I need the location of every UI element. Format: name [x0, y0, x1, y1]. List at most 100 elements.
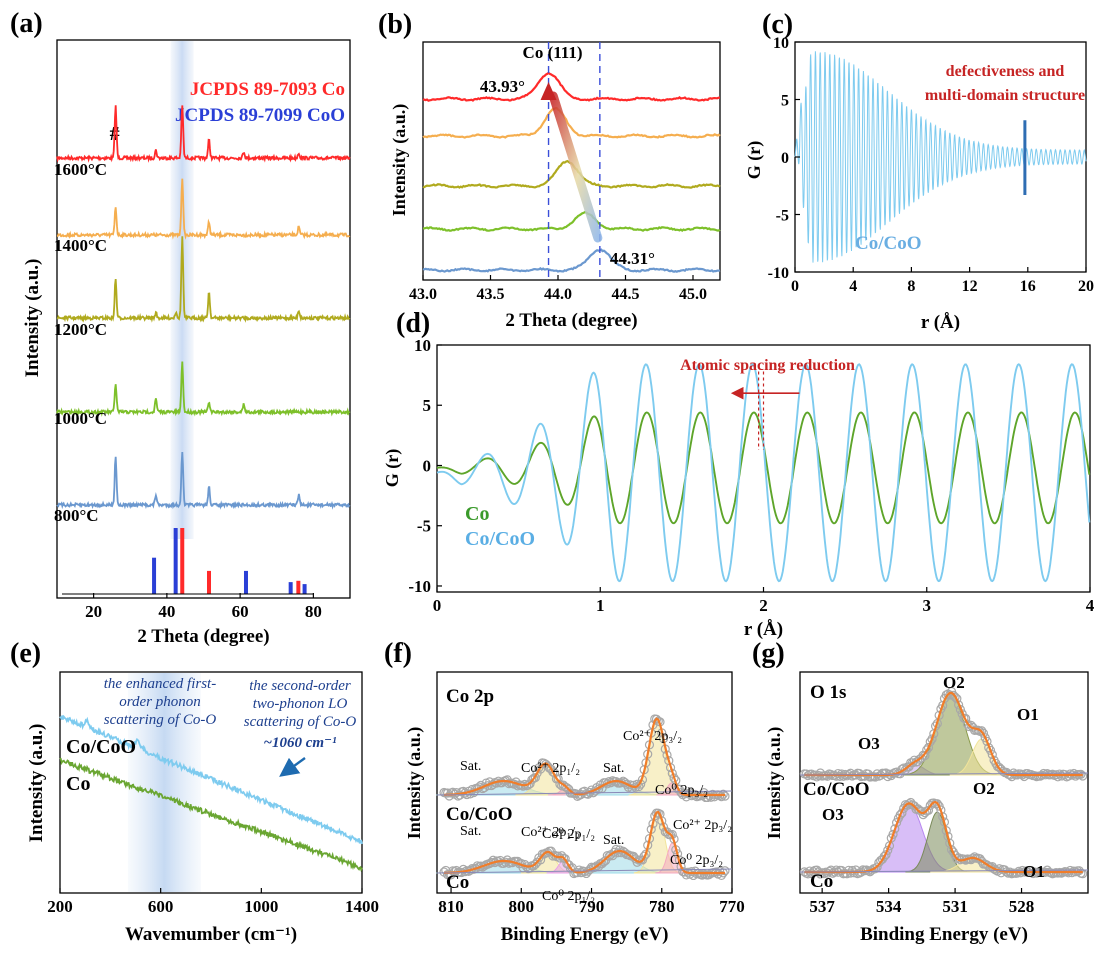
x-axis-label: 2 Theta (degree): [137, 626, 269, 647]
annotation: the second-order: [249, 678, 351, 694]
y-axis-label: Intensity (a.u.): [404, 727, 425, 840]
plot-frame: [436, 671, 733, 894]
y-axis-label: Intensity (a.u.): [22, 259, 43, 378]
x-tick-label: 200: [47, 897, 73, 916]
data-point: [697, 870, 707, 880]
panel-e: (e) Co/CoO Co the enhanced first-order phon…: [10, 638, 379, 945]
data-point: [950, 692, 960, 702]
y-tick-label: -5: [417, 517, 431, 536]
reference-bar: [243, 570, 248, 594]
x-tick-label: 1: [596, 596, 605, 615]
peak-label: Co⁰ 2p₃/₂: [655, 783, 708, 798]
reference-bar: [173, 528, 178, 594]
x-tick-label: 1400: [345, 897, 379, 916]
plot-frame: [422, 41, 721, 281]
x-tick-label: 600: [148, 897, 174, 916]
series-label: Co: [810, 871, 833, 892]
series-label: Co/CoO: [66, 736, 136, 758]
y-tick-label: 5: [781, 93, 789, 110]
y-tick-label: 5: [423, 396, 432, 415]
y-tick-label: -10: [768, 265, 789, 282]
baseline: [799, 869, 1089, 873]
x-tick-label: 20: [85, 602, 102, 621]
baseline: [799, 772, 1089, 776]
peak-label: Sat.: [603, 833, 624, 848]
panel-title: Co 2p: [446, 686, 494, 707]
series-label: 1600°C: [54, 160, 107, 179]
data-point: [927, 734, 937, 744]
peak-label: Co²⁺ 2p₃/₂: [623, 729, 682, 744]
x-tick-label: 40: [158, 602, 175, 621]
x-tick-label: 43.0: [409, 286, 437, 303]
x-axis-label: Binding Energy (eV): [860, 924, 1028, 945]
annotation-arrow: [279, 757, 306, 777]
x-tick-label: 537: [809, 897, 835, 916]
x-tick-label: 44.5: [612, 286, 640, 303]
x-tick-label: 531: [942, 897, 968, 916]
series-label: Co/CoO: [446, 804, 513, 825]
annotation: ~1060 cm⁻¹: [263, 735, 336, 751]
panel-label: (b): [378, 9, 412, 40]
annotation: the enhanced first-: [104, 676, 216, 692]
x-tick-label: 4: [849, 278, 857, 295]
data-point: [530, 773, 540, 783]
data-point: [702, 792, 713, 803]
series-line: [794, 51, 1087, 263]
trend-arrow: [548, 91, 603, 243]
data-point: [815, 869, 825, 879]
x-tick-label: 12: [962, 278, 978, 295]
data-point: [831, 865, 841, 875]
data-point: [922, 745, 932, 755]
panel-label: (d): [396, 308, 430, 339]
peak-label: O1: [1017, 705, 1039, 724]
panel-label: (a): [10, 8, 43, 39]
x-axis-label: r (Å): [921, 312, 960, 333]
x-tick-label: 8: [907, 278, 915, 295]
peak-label: O1: [1023, 862, 1045, 881]
peak-label: Co²⁺ 2p₁/₂: [521, 825, 580, 840]
data-point: [985, 745, 996, 756]
data-point: [923, 742, 934, 753]
data-point: [720, 866, 730, 876]
data-point: [923, 805, 934, 815]
data-point: [888, 829, 898, 839]
x-tick-label: 780: [649, 897, 675, 916]
y-axis-label: G (r): [382, 449, 403, 487]
peak-label: O2: [973, 779, 995, 798]
annotation: scattering of Co-O: [104, 712, 217, 728]
x-tick-label: 3: [923, 596, 932, 615]
data-point: [987, 749, 997, 760]
y-tick-label: -10: [408, 577, 431, 596]
data-point: [550, 850, 560, 860]
x-tick-label: 800: [509, 897, 535, 916]
x-tick-label: 528: [1009, 897, 1035, 916]
peak-label: Co²⁺ 2p₃/₂: [673, 818, 732, 833]
fit-envelope: [443, 810, 725, 875]
x-tick-label: 4: [1086, 596, 1095, 615]
series-label: Co: [446, 872, 469, 893]
series-label: Co: [66, 773, 90, 795]
x-tick-label: 534: [876, 897, 902, 916]
series-line: [56, 452, 351, 510]
y-tick-label: 10: [773, 35, 789, 52]
x-tick-label: 60: [232, 602, 249, 621]
legend-entry: JCPDS 89-7099 CoO: [175, 105, 345, 126]
series-line: [56, 105, 351, 163]
data-point: [977, 726, 987, 736]
legend-entry: JCPDS 89-7093 Co: [190, 79, 345, 100]
peak-label: Sat.: [603, 761, 624, 776]
peak-label: Co (111): [523, 43, 583, 62]
data-point: [1012, 868, 1022, 878]
annotation: order phonon: [119, 694, 201, 710]
plot-frame: [436, 344, 1091, 593]
series-line: [422, 71, 720, 102]
panel-f: (f) Co 2p Sat. Co²⁺ 2p₁/₂ Sat. Co²⁺ 2p₃/₂ Co⁰ …: [384, 638, 745, 945]
y-axis-label: Intensity (a.u.): [26, 724, 47, 843]
series-label: 1400°C: [54, 236, 107, 255]
series-line: [56, 178, 351, 240]
reference-bar: [302, 584, 307, 594]
series-label: Co/CoO: [465, 528, 535, 550]
highlight-band: [127, 673, 201, 892]
data-point: [973, 725, 983, 735]
reference-bar: [206, 570, 211, 594]
